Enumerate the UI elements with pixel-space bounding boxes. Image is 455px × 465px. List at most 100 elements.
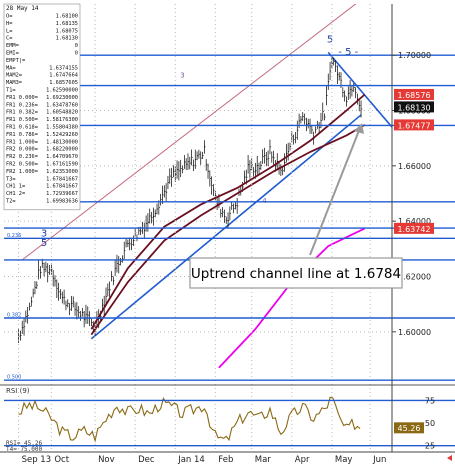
price-tag [394,119,434,131]
info-panel-label: FR1 0.382= [6,110,38,116]
info-panel-label: CH1 1= [6,184,25,190]
info-panel-label: FR1 0.000= [6,95,38,101]
info-panel-value: 1.52429260 [46,132,78,138]
info-panel-value: 1.67841667 [46,176,78,182]
info-panel-value: 1.55804380 [46,125,78,131]
wave-label: 3 [180,71,184,79]
price-tag [394,101,434,113]
info-panel-label: FR1 0.236= [6,102,38,108]
fib-level-label: 0.500 [7,375,21,381]
info-panel-value: 1.6857605 [49,80,78,86]
info-panel-value: 0 [75,43,78,49]
axes: 1.600001.620001.640001.660001.680001.700… [0,4,455,465]
info-panel-label: EMPT|= [6,58,25,64]
info-panel-value: 1.68075 [56,28,78,34]
info-panel-value: 1.63478760 [46,102,78,108]
price-tag-label: 1.63742 [397,225,430,234]
rsi-value-tag [394,422,424,434]
info-panel-label: CH1 2= [6,191,25,197]
info-panel-value: 1.48130000 [46,139,78,145]
rsi-title: RSI (9) [6,387,30,395]
info-panel-label: FR2 0.000= [6,147,38,153]
uptrend-line-line [90,114,362,340]
y-tick-label: 1.70000 [398,51,431,60]
info-panel-value: 1.69983636 [46,199,78,205]
info-panel-value: 1.60548820 [46,110,78,116]
info-panel-value: 1.64709670 [46,154,78,160]
info-panel-value: 1.68130 [56,36,78,42]
x-tick-label: Jan 14 [177,455,205,465]
info-panel-value: 1.69230000 [46,95,78,101]
price-tag [394,222,434,234]
rsi-plot-body [18,396,361,443]
price-tag-label: 1.67477 [397,121,430,130]
info-panel-label: FR1 1.000= [6,139,38,145]
x-tick-label: Mar [255,455,272,465]
price-tag-label: 1.68576 [397,91,430,100]
price-tag-label: 1.68130 [397,103,430,112]
info-panel-value: 1.68135 [56,21,78,27]
rsi-readout-label: RSI= 45.26 [6,440,43,447]
info-panel [3,3,81,211]
scroll-arrow-icon [447,455,452,461]
info-panel-label: FR2 1.000= [6,169,38,175]
info-panel-label: MA= [6,65,16,71]
info-panel-label: EMM= [6,43,19,49]
moving-average-mam2 [90,124,366,336]
info-panel-label: FR1 0.618= [6,125,38,131]
y-tick-label: 1.64000 [398,217,431,226]
rsi-tick-label: 25 [425,442,435,451]
info-panel-label: O= [6,14,12,20]
info-panel-value: 1.67161590 [46,162,78,168]
rsi-value-tag-label: 45.26 [398,424,421,433]
x-tick-label: May [335,455,353,465]
y-tick-label: 1.60000 [398,328,431,337]
rsi-tick-label: 75 [425,396,435,405]
wave-label: - 5 - [338,47,358,58]
info-panel-label: H= [6,21,12,27]
annotation-box [189,257,403,289]
fib-level-label: 0.382 [7,312,21,318]
info-panel-value: 1.6747664 [49,73,78,79]
info-panel-value: 0 [75,51,78,57]
info-panel-label: FR1 0.786= [6,132,38,138]
x-tick-label: Sep 13 [22,455,52,465]
info-panel-label: C= [6,36,12,42]
info-panel-label: L= [6,28,12,34]
upper-channel-line [21,4,357,261]
info-panel-value: 1.62590000 [46,88,78,94]
info-panel-date: 28 May 14 [6,5,39,12]
info-panel-value: 1.68220000 [46,147,78,153]
info-panel-value: 1.72939667 [46,191,78,197]
x-tick-label: Dec [138,455,155,465]
info-panel-label: FR2 0.500= [6,162,38,168]
x-tick-label: Jun [372,455,386,465]
info-panel-label: FR2 0.236= [6,154,38,160]
info-panel-label: MAM2= [6,73,22,79]
info-panel-label: T1= [6,88,16,94]
fib-level-label: 0.236 [7,233,21,239]
rsi-readout-t4: T4= 75.000 [6,446,43,453]
annotation-text: Uptrend channel line at 1.6784 [191,266,401,282]
rsi-tick-label: 50 [425,419,435,428]
info-panel-value: 1.67841667 [46,184,78,190]
y-tick-label: 1.66000 [398,162,431,171]
info-panel-label: T3= [6,176,16,182]
annotation-arrow-head [354,123,364,134]
info-panel-label: EMI= [6,51,19,57]
moving-average-mam3 [90,93,366,330]
price-tag [394,88,434,100]
info-panel-label: MAM3= [6,80,22,86]
x-tick-label: Feb [218,455,233,465]
info-panel-label: T2= [6,199,16,205]
annotation-arrow-shaft [309,127,361,256]
rsi-line [18,396,361,443]
wave-label: 5 [327,35,333,46]
x-tick-label: Oct [54,455,69,465]
y-tick-label: 1.62000 [398,272,431,281]
wave-label: 3 [41,228,47,239]
overlay: 28 May 14 O= 1.68100 H= 1.68135 L= 1.68075 C= 1.… [3,3,403,289]
info-panel-label: FR1 0.500= [6,117,38,123]
